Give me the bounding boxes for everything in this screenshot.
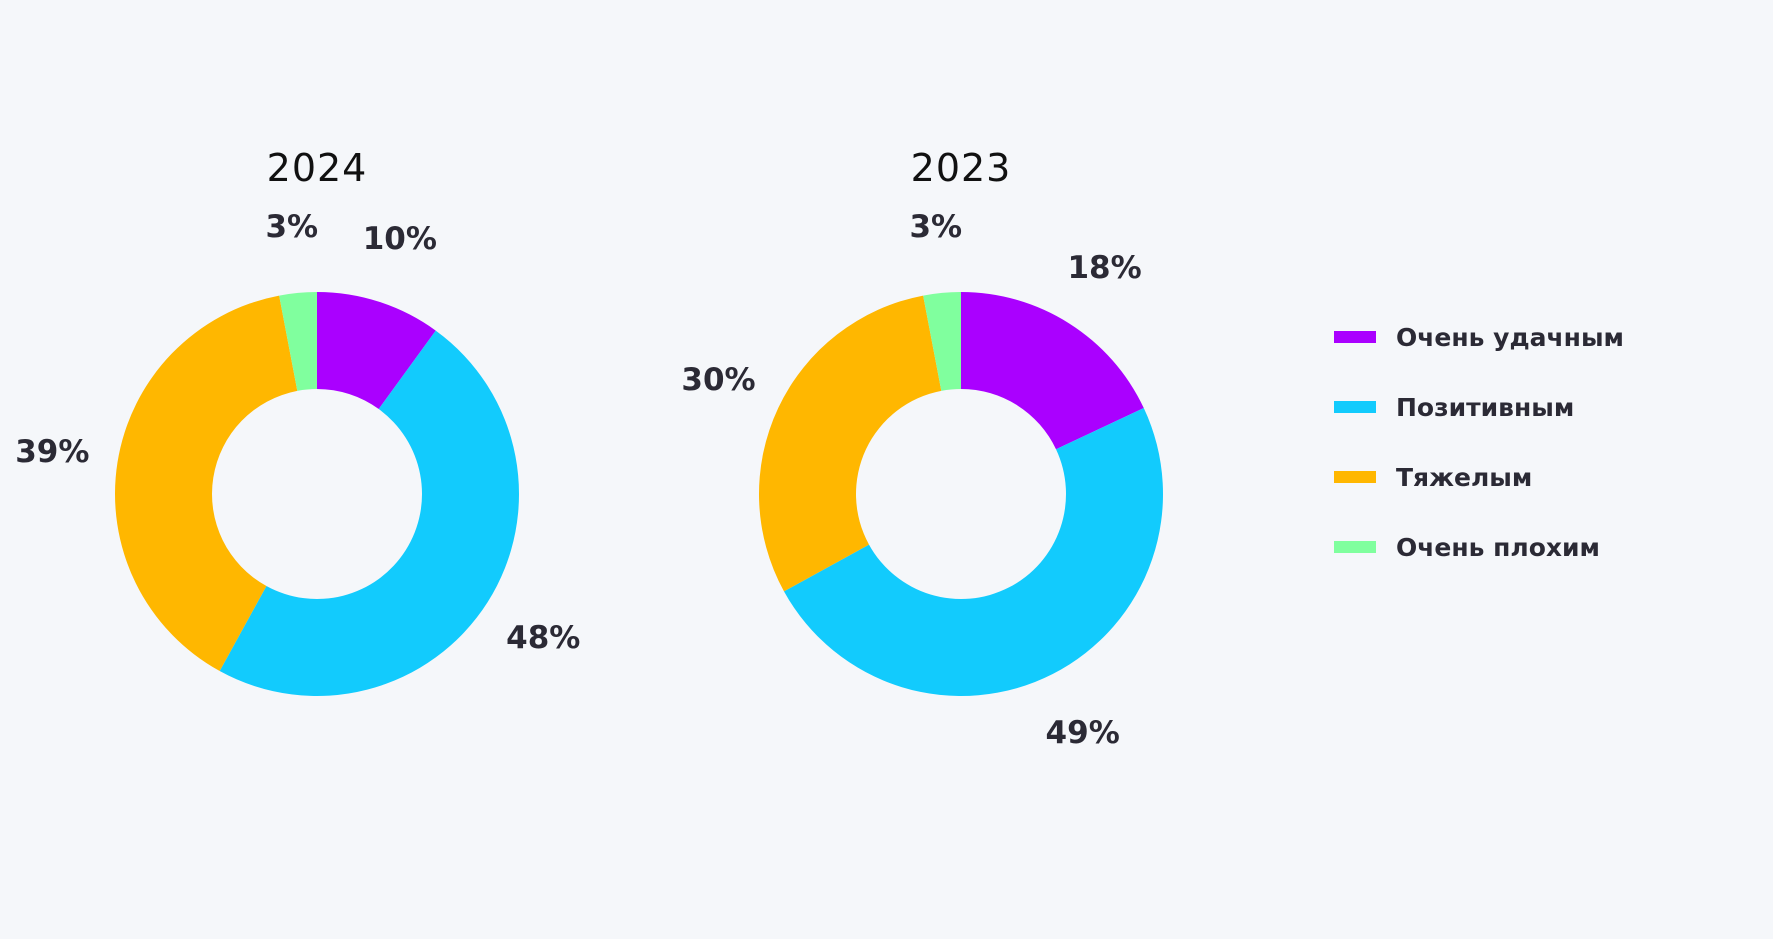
slice-2023-hard <box>758 295 942 592</box>
slice-2024-very-bad <box>279 292 317 391</box>
legend-item-very-bad: Очень плохим <box>1334 512 1624 582</box>
legend-label-positive: Позитивным <box>1396 392 1575 422</box>
slice-label-2024-very-bad: 3% <box>265 209 319 246</box>
slice-label-2023-very-bad: 3% <box>909 209 963 246</box>
legend-swatch-very-successful <box>1334 331 1376 343</box>
slice-2024-positive <box>219 330 520 697</box>
slice-label-2024-very-successful: 10% <box>362 221 437 258</box>
legend: Очень удачным Позитивным Тяжелым Очень п… <box>1334 302 1624 582</box>
slice-2024-hard <box>114 295 298 672</box>
legend-swatch-very-bad <box>1334 541 1376 553</box>
chart-title-2024: 2024 <box>266 146 368 190</box>
slice-2023-very-successful <box>961 292 1144 450</box>
legend-label-hard: Тяжелым <box>1396 462 1533 492</box>
slice-label-2023-hard: 30% <box>681 361 756 398</box>
slice-2023-positive <box>783 407 1163 697</box>
legend-item-hard: Тяжелым <box>1334 442 1624 512</box>
legend-swatch-hard <box>1334 471 1376 483</box>
slice-label-2024-hard: 39% <box>15 434 90 471</box>
legend-label-very-bad: Очень плохим <box>1396 532 1600 562</box>
chart-title-2023: 2023 <box>910 146 1012 190</box>
slice-label-2023-very-successful: 18% <box>1067 249 1142 286</box>
legend-item-very-successful: Очень удачным <box>1334 302 1624 372</box>
slice-label-2023-positive: 49% <box>1045 714 1120 751</box>
legend-swatch-positive <box>1334 401 1376 413</box>
slice-label-2024-positive: 48% <box>506 619 581 656</box>
slice-2024-very-successful <box>317 292 436 410</box>
legend-item-positive: Позитивным <box>1334 372 1624 442</box>
slice-2023-very-bad <box>923 292 961 391</box>
legend-label-very-successful: Очень удачным <box>1396 322 1624 352</box>
